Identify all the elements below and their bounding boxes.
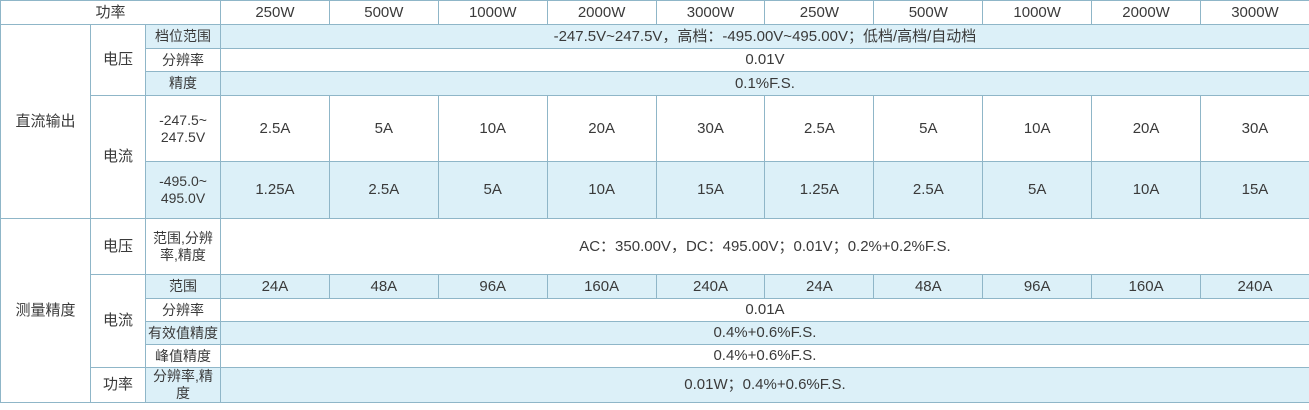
value-cell: 0.4%+0.6%F.S. — [220, 321, 1309, 345]
value-cell: 1.25A — [220, 161, 330, 219]
value-cell: 48A — [873, 274, 984, 299]
param-label: 分辨率,精度 — [145, 367, 221, 403]
value-cell: 2000W — [1091, 0, 1202, 25]
value-cell: -247.5V~247.5V，高档：-495.00V~495.00V；低档/高档… — [220, 24, 1309, 49]
value-cell: 20A — [1091, 95, 1202, 162]
value-cell: 0.01V — [220, 48, 1309, 72]
value-cell: 15A — [655, 161, 766, 219]
value-cell: 48A — [328, 274, 439, 299]
value-cell: 10A — [1091, 161, 1202, 219]
value-cell: 24A — [764, 274, 875, 299]
sub-label: 电流 — [90, 95, 146, 219]
value-cell: 500W — [873, 0, 984, 25]
value-cell: 240A — [1200, 274, 1309, 299]
table-row: 功率 分辨率,精度 0.01W；0.4%+0.6%F.S. — [1, 367, 1309, 403]
sub-label: 电压 — [90, 218, 146, 275]
value-cell: 10A — [437, 95, 548, 162]
value-cell: 250W — [220, 0, 330, 25]
value-cell: 30A — [655, 95, 766, 162]
param-label: 档位范围 — [145, 24, 221, 49]
param-label: 范围 — [145, 274, 221, 299]
value-cell: 2.5A — [764, 95, 875, 162]
value-cell: 10A — [546, 161, 657, 219]
value-cell: 24A — [220, 274, 330, 299]
param-label: -247.5~ 247.5V — [145, 95, 221, 162]
value-cell: 500W — [328, 0, 439, 25]
table-row: 直流输出 电压 档位范围 -247.5V~247.5V，高档：-495.00V~495… — [0, 24, 1309, 219]
param-label: 范围,分辨率,精度 — [145, 218, 221, 275]
value-cell: 5A — [982, 161, 1093, 219]
value-cell: 2.5A — [328, 161, 439, 219]
value-cell: 2000W — [546, 0, 657, 25]
value-cell: 2.5A — [873, 161, 984, 219]
param-label: 分辨率 — [145, 48, 221, 72]
value-cell: 1000W — [982, 0, 1093, 25]
value-cell: 2.5A — [220, 95, 330, 162]
table-row: 功率 250W 500W 1000W 2000W 3000W 250W 500W 1000W 20… — [0, 0, 1309, 25]
value-cell: 5A — [328, 95, 439, 162]
param-label: 分辨率 — [145, 298, 221, 322]
table-row: 电流 -247.5~ 247.5V 2.5A 5A 10A 20A 30A 2.5A 5A 10A… — [1, 95, 1309, 219]
table-row: 精度 0.1%F.S. — [1, 71, 1309, 96]
header-label: 功率 — [0, 0, 221, 25]
value-cell: 160A — [1091, 274, 1202, 299]
param-label: 有效值精度 — [145, 321, 221, 345]
value-cell: 0.01W；0.4%+0.6%F.S. — [220, 367, 1309, 403]
param-label: -495.0~ 495.0V — [145, 161, 221, 219]
value-cell: 160A — [546, 274, 657, 299]
sub-label: 功率 — [90, 367, 146, 403]
table-row: 测量精度 电压 范围,分辨率,精度 AC：350.00V，DC：495.00V；0.0… — [0, 218, 1309, 403]
value-cell: 30A — [1200, 95, 1309, 162]
table-row: -495.0~ 495.0V 1.25A 2.5A 5A 10A 15A 1.25A 2.5A… — [1, 161, 1309, 219]
value-cell: 0.01A — [220, 298, 1309, 322]
value-cell: 250W — [764, 0, 875, 25]
value-cell: 10A — [982, 95, 1093, 162]
value-cell: 1.25A — [764, 161, 875, 219]
value-cell: 20A — [546, 95, 657, 162]
table-row: 峰值精度 0.4%+0.6%F.S. — [1, 344, 1309, 368]
sub-label: 电流 — [90, 274, 146, 368]
value-cell: 5A — [873, 95, 984, 162]
table-row: 电流 范围 24A 48A 96A 160A 240A 24A 48A 96A 160A 240A — [1, 274, 1309, 368]
value-cell: 0.1%F.S. — [220, 71, 1309, 96]
table-row: 分辨率 0.01V — [1, 48, 1309, 72]
param-label: 精度 — [145, 71, 221, 96]
value-cell: 15A — [1200, 161, 1309, 219]
value-cell: 3000W — [1200, 0, 1309, 25]
sub-label: 电压 — [90, 24, 146, 96]
group-label: 直流输出 — [0, 24, 91, 219]
value-cell: 0.4%+0.6%F.S. — [220, 344, 1309, 368]
value-cell: 96A — [982, 274, 1093, 299]
group-label: 测量精度 — [0, 218, 91, 403]
value-cell: 3000W — [655, 0, 766, 25]
table-row: 有效值精度 0.4%+0.6%F.S. — [1, 321, 1309, 345]
value-cell: 240A — [655, 274, 766, 299]
param-label: 峰值精度 — [145, 344, 221, 368]
value-cell: 96A — [437, 274, 548, 299]
value-cell: 5A — [437, 161, 548, 219]
value-cell: AC：350.00V，DC：495.00V；0.01V；0.2%+0.2%F.S… — [220, 218, 1309, 275]
table-row: 分辨率 0.01A — [1, 298, 1309, 322]
value-cell: 1000W — [437, 0, 548, 25]
